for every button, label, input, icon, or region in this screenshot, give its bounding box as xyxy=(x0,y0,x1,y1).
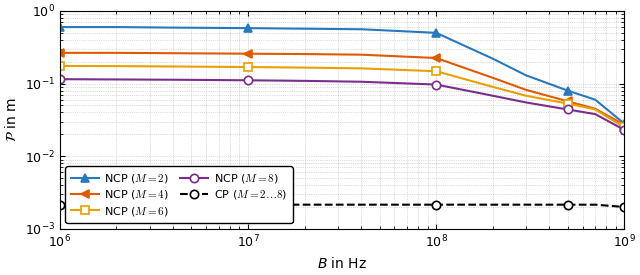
CP ($M = 2 \ldots 8$) xyxy=(489,203,497,206)
NCP ($M = 6$) xyxy=(522,94,530,97)
NCP ($M = 2$) xyxy=(169,26,177,29)
NCP ($M = 2$) xyxy=(591,98,599,101)
NCP ($M = 4$) xyxy=(56,51,63,54)
CP ($M = 2 \ldots 8$) xyxy=(169,203,177,206)
CP ($M = 2 \ldots 8$) xyxy=(244,203,252,206)
Line: NCP ($M = 8$): NCP ($M = 8$) xyxy=(56,75,628,134)
NCP ($M = 2$) xyxy=(621,122,628,125)
NCP ($M = 8$) xyxy=(301,79,308,82)
NCP ($M = 4$) xyxy=(564,100,572,103)
NCP ($M = 6$) xyxy=(56,64,63,68)
NCP ($M = 4$) xyxy=(358,53,365,56)
NCP ($M = 6$) xyxy=(489,85,497,89)
CP ($M = 2 \ldots 8$) xyxy=(564,203,572,206)
NCP ($M = 2$) xyxy=(433,31,440,34)
NCP ($M = 8$) xyxy=(56,78,63,81)
NCP ($M = 6$) xyxy=(591,108,599,111)
NCP ($M = 8$) xyxy=(113,78,120,81)
NCP ($M = 4$) xyxy=(433,56,440,60)
NCP ($M = 4$) xyxy=(113,51,120,54)
Line: NCP ($M = 4$): NCP ($M = 4$) xyxy=(56,49,628,129)
NCP ($M = 2$) xyxy=(522,74,530,77)
NCP ($M = 2$) xyxy=(301,27,308,30)
CP ($M = 2 \ldots 8$) xyxy=(522,203,530,206)
CP ($M = 2 \ldots 8$) xyxy=(621,205,628,209)
X-axis label: $B$ in Hz: $B$ in Hz xyxy=(317,256,367,271)
NCP ($M = 6$) xyxy=(113,64,120,68)
NCP ($M = 8$) xyxy=(433,83,440,86)
CP ($M = 2 \ldots 8$) xyxy=(56,203,63,206)
NCP ($M = 6$) xyxy=(433,70,440,73)
NCP ($M = 4$) xyxy=(489,76,497,79)
NCP ($M = 2$) xyxy=(113,25,120,29)
Y-axis label: $\mathcal{P}$ in m: $\mathcal{P}$ in m xyxy=(4,97,19,142)
NCP ($M = 6$) xyxy=(244,65,252,69)
NCP ($M = 4$) xyxy=(621,123,628,126)
Line: NCP ($M = 6$): NCP ($M = 6$) xyxy=(56,62,628,131)
NCP ($M = 8$) xyxy=(244,79,252,82)
NCP ($M = 6$) xyxy=(169,65,177,68)
NCP ($M = 4$) xyxy=(244,52,252,55)
NCP ($M = 8$) xyxy=(489,94,497,97)
NCP ($M = 8$) xyxy=(358,80,365,83)
NCP ($M = 8$) xyxy=(169,78,177,81)
NCP ($M = 2$) xyxy=(489,57,497,60)
NCP ($M = 8$) xyxy=(591,112,599,116)
CP ($M = 2 \ldots 8$) xyxy=(433,203,440,206)
NCP ($M = 8$) xyxy=(564,108,572,111)
NCP ($M = 6$) xyxy=(301,66,308,69)
NCP ($M = 2$) xyxy=(358,28,365,31)
NCP ($M = 2$) xyxy=(244,26,252,30)
NCP ($M = 2$) xyxy=(564,89,572,92)
CP ($M = 2 \ldots 8$) xyxy=(591,203,599,206)
CP ($M = 2 \ldots 8$) xyxy=(113,203,120,206)
NCP ($M = 8$) xyxy=(522,101,530,104)
NCP ($M = 4$) xyxy=(169,51,177,55)
NCP ($M = 6$) xyxy=(564,102,572,105)
NCP ($M = 4$) xyxy=(591,107,599,111)
NCP ($M = 2$) xyxy=(56,25,63,29)
Line: NCP ($M = 2$): NCP ($M = 2$) xyxy=(56,23,628,128)
NCP ($M = 8$) xyxy=(621,128,628,131)
CP ($M = 2 \ldots 8$) xyxy=(301,203,308,206)
Line: CP ($M = 2 \ldots 8$): CP ($M = 2 \ldots 8$) xyxy=(56,200,628,211)
NCP ($M = 6$) xyxy=(358,67,365,70)
NCP ($M = 4$) xyxy=(301,53,308,56)
NCP ($M = 4$) xyxy=(522,88,530,92)
CP ($M = 2 \ldots 8$) xyxy=(358,203,365,206)
NCP ($M = 6$) xyxy=(621,126,628,129)
Legend: NCP ($M = 2$), NCP ($M = 4$), NCP ($M = 6$), NCP ($M = 8$), CP ($M = 2 \ldots 8$: NCP ($M = 2$), NCP ($M = 4$), NCP ($M = … xyxy=(65,166,292,223)
